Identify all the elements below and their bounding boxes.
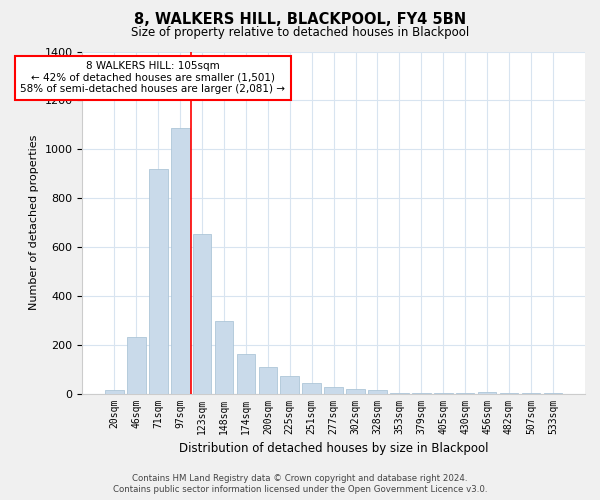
Y-axis label: Number of detached properties: Number of detached properties <box>29 135 39 310</box>
Bar <box>236 354 255 394</box>
Bar <box>368 390 387 394</box>
Bar <box>215 322 233 394</box>
Bar <box>259 366 277 394</box>
Bar <box>171 128 190 394</box>
Bar <box>325 388 343 394</box>
Bar <box>346 388 365 394</box>
Bar <box>149 169 167 394</box>
Bar <box>302 382 321 394</box>
Text: Contains HM Land Registry data © Crown copyright and database right 2024.
Contai: Contains HM Land Registry data © Crown c… <box>113 474 487 494</box>
Bar <box>280 376 299 394</box>
Text: Size of property relative to detached houses in Blackpool: Size of property relative to detached ho… <box>131 26 469 39</box>
Bar <box>127 338 146 394</box>
Bar <box>105 390 124 394</box>
Text: 8 WALKERS HILL: 105sqm
← 42% of detached houses are smaller (1,501)
58% of semi-: 8 WALKERS HILL: 105sqm ← 42% of detached… <box>20 62 285 94</box>
X-axis label: Distribution of detached houses by size in Blackpool: Distribution of detached houses by size … <box>179 442 488 455</box>
Bar <box>193 234 211 394</box>
Text: 8, WALKERS HILL, BLACKPOOL, FY4 5BN: 8, WALKERS HILL, BLACKPOOL, FY4 5BN <box>134 12 466 28</box>
Bar <box>478 392 496 394</box>
